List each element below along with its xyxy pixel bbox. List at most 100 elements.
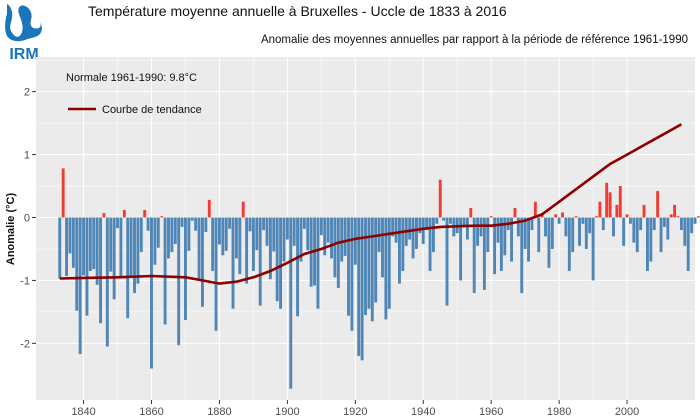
- bar-1939: [418, 217, 422, 234]
- bar-1963: [499, 217, 503, 271]
- bar-1960: [489, 216, 493, 218]
- irm-logo: IRM: [5, 4, 42, 62]
- bar-1931: [391, 217, 395, 237]
- bar-1881: [221, 217, 225, 256]
- bar-1836: [68, 217, 72, 254]
- bar-1888: [245, 217, 249, 284]
- irm-logo-text: IRM: [9, 46, 38, 62]
- bar-1872: [190, 217, 194, 221]
- bar-1932: [394, 217, 398, 243]
- bar-1847: [105, 217, 109, 347]
- bar-1857: [139, 217, 143, 253]
- bar-1941: [425, 217, 429, 231]
- bar-1856: [136, 217, 140, 284]
- x-tick-label: 1900: [275, 406, 299, 418]
- x-tick-label: 1840: [71, 406, 95, 418]
- bars: [58, 168, 700, 389]
- y-tick-label: 0: [24, 212, 30, 224]
- bar-1940: [421, 217, 425, 244]
- bar-1859: [146, 217, 150, 231]
- bar-1855: [133, 217, 136, 294]
- bar-1923: [364, 217, 367, 316]
- bar-1929: [384, 217, 388, 320]
- y-tick-label: 1: [24, 150, 30, 162]
- bar-1916: [340, 217, 344, 262]
- bar-1866: [170, 217, 174, 253]
- bar-1843: [92, 217, 96, 270]
- bar-1897: [275, 217, 279, 302]
- bar-1912: [326, 217, 330, 243]
- bar-1979: [554, 214, 558, 218]
- bar-1886: [238, 217, 242, 275]
- bar-1945: [438, 179, 442, 218]
- bar-1852: [122, 209, 126, 218]
- bar-1878: [211, 217, 215, 271]
- bar-1909: [316, 217, 320, 309]
- x-axis: 1840 1860 1880 1900 1920 1940 1960 1980 2000: [71, 400, 639, 418]
- bar-1894: [265, 217, 269, 246]
- y-tick-label: -1: [20, 275, 30, 287]
- bar-1955: [472, 217, 476, 294]
- bar-1944: [435, 217, 439, 224]
- bar-1845: [99, 217, 102, 324]
- bar-1913: [330, 217, 333, 259]
- legend-label: Courbe de tendance: [102, 104, 202, 116]
- bar-1947: [445, 217, 449, 306]
- bar-1919: [350, 217, 354, 331]
- bar-1837: [71, 217, 75, 268]
- bar-1834: [61, 168, 65, 218]
- bar-2001: [629, 217, 632, 224]
- bar-1942: [428, 217, 432, 271]
- bar-1977: [547, 217, 551, 268]
- bar-1918: [347, 217, 350, 316]
- bar-1848: [109, 217, 113, 272]
- bar-1974: [537, 217, 541, 253]
- bar-1961: [493, 217, 497, 275]
- bar-1850: [116, 217, 119, 229]
- bar-1970: [523, 217, 527, 249]
- bar-1958: [482, 217, 486, 290]
- bar-1861: [153, 217, 157, 265]
- bar-1925: [370, 217, 374, 322]
- bar-1877: [207, 199, 211, 218]
- y-axis-label: Anomalie (°C): [5, 193, 17, 266]
- bar-1893: [262, 217, 266, 231]
- bar-1844: [95, 217, 99, 285]
- bar-1898: [279, 217, 283, 309]
- bar-1863: [160, 216, 164, 218]
- bar-1864: [163, 217, 167, 325]
- bar-1946: [442, 217, 446, 221]
- bar-1980: [557, 217, 561, 224]
- bar-1860: [150, 217, 153, 369]
- bar-1875: [201, 217, 204, 307]
- bar-1858: [143, 209, 147, 218]
- bar-1928: [381, 217, 384, 278]
- bar-1954: [469, 208, 473, 218]
- bar-1926: [374, 217, 378, 303]
- bar-1862: [156, 217, 160, 248]
- bar-1917: [343, 217, 347, 256]
- bar-1943: [431, 217, 435, 253]
- bar-2011: [662, 217, 666, 227]
- bar-1924: [367, 217, 371, 309]
- bar-1873: [194, 217, 198, 231]
- bar-1989: [588, 217, 592, 234]
- bar-1951: [459, 217, 463, 281]
- bar-1890: [251, 217, 255, 271]
- bar-1835: [65, 217, 69, 277]
- irm-logo-swirl: [5, 4, 42, 42]
- bar-1884: [231, 217, 235, 309]
- bar-1986: [578, 217, 581, 246]
- bar-1953: [465, 217, 469, 240]
- bar-2010: [659, 217, 663, 253]
- bar-2002: [632, 217, 636, 243]
- bar-1992: [598, 201, 602, 218]
- bar-1987: [581, 217, 585, 224]
- bar-1904: [299, 217, 303, 262]
- bar-2016: [679, 217, 683, 231]
- bar-1846: [102, 213, 106, 218]
- bar-1937: [411, 217, 415, 259]
- bar-1887: [241, 201, 245, 218]
- bar-1885: [234, 217, 238, 259]
- bar-2004: [639, 217, 643, 231]
